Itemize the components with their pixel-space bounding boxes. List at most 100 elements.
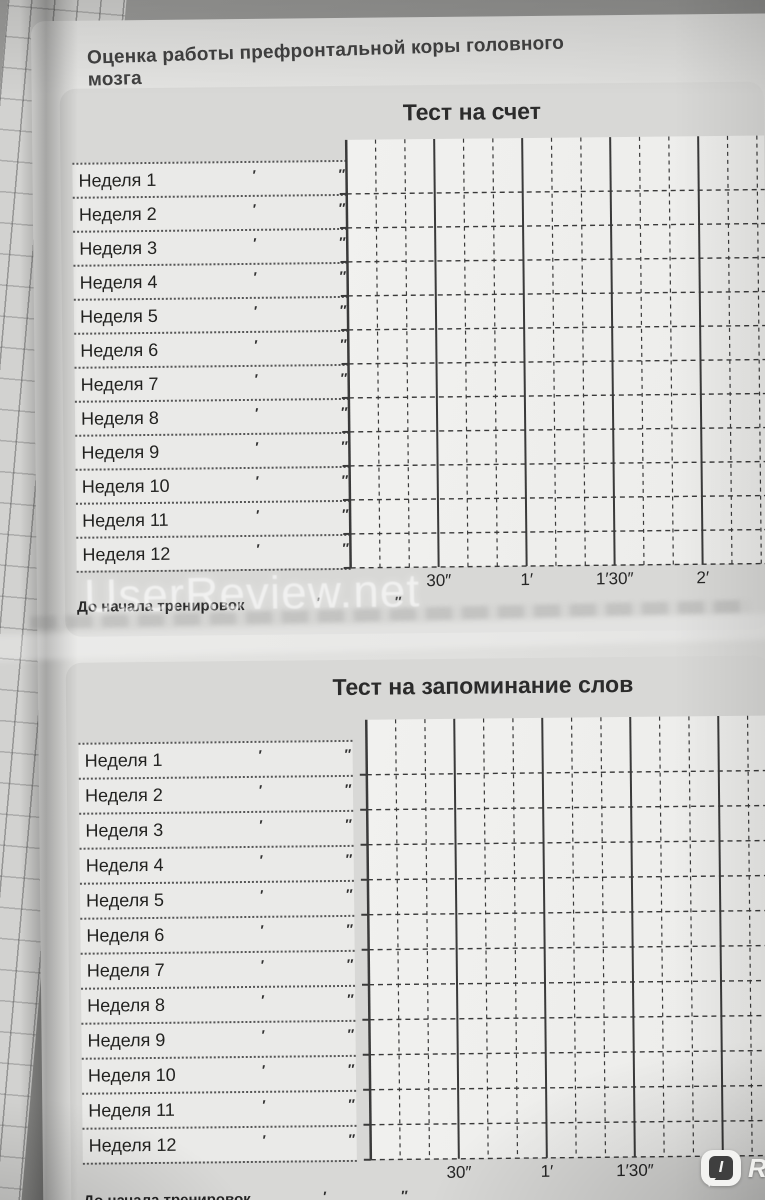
week-row: Неделя 10 ′ ″ <box>81 1054 357 1093</box>
seconds-mark: ″ <box>342 539 350 556</box>
minutes-mark: ′ <box>261 1061 266 1078</box>
axis-tick-label: 30″ <box>426 570 452 591</box>
axis-tick-label: 1′ <box>540 1161 554 1181</box>
seconds-mark: ″ <box>340 403 348 420</box>
week-label: Неделя 10 <box>87 1064 176 1086</box>
week-label: Неделя 10 <box>81 475 170 497</box>
minutes-mark: ′ <box>254 370 259 387</box>
week-label: Неделя 1 <box>84 749 163 771</box>
week-row: Неделя 6 ′ ″ <box>74 329 349 367</box>
minutes-mark: ′ <box>253 234 257 251</box>
week-label: Неделя 6 <box>86 924 165 946</box>
week-rows: Неделя 1 ′ ″ Неделя 2 ′ ″ Неделя 3 ′ ″ Неделя 4 ′ ″… <box>72 159 351 573</box>
minutes-mark: ′ <box>262 1131 267 1148</box>
seconds-mark: ″ <box>341 505 349 522</box>
seconds-mark: ″ <box>345 850 353 867</box>
week-row: Неделя 1 ′ ″ <box>72 159 347 197</box>
week-label: Неделя 5 <box>79 305 158 327</box>
minutes-mark: ′ <box>261 1026 265 1043</box>
seconds-mark: ″ <box>339 267 347 284</box>
week-row: Неделя 8 ′ ″ <box>74 397 350 435</box>
week-label: Неделя 9 <box>81 441 160 463</box>
week-row: Неделя 9 ′ ″ <box>81 1019 356 1058</box>
minutes-mark: ′ <box>255 472 260 489</box>
minutes-mark: ′ <box>256 540 260 557</box>
section-counting-test: Тест на счет Неделя 1 ′ ″ Неделя 2 ′ ″ Неделя … <box>59 81 765 637</box>
axis-tick-label: 1′ <box>520 569 534 590</box>
seconds-mark: ″ <box>348 1130 356 1147</box>
seconds-mark: ″ <box>346 920 354 937</box>
axis-tick-label: 1′30″ <box>595 568 634 589</box>
speech-bubble-icon: I <box>701 1150 741 1187</box>
week-label: Неделя 4 <box>79 271 158 293</box>
minutes-mark: ′ <box>260 956 265 973</box>
week-label: Неделя 11 <box>82 509 169 531</box>
week-label: Неделя 11 <box>88 1099 175 1121</box>
week-label: Неделя 9 <box>87 1029 166 1051</box>
seconds-mark: ″ <box>339 301 347 318</box>
chart-grid <box>339 135 765 569</box>
week-row: Неделя 4 ′ ″ <box>73 261 348 299</box>
week-label: Неделя 1 <box>78 169 157 191</box>
minutes-mark: ′ <box>252 200 257 217</box>
week-label: Неделя 12 <box>82 543 171 565</box>
week-row: Неделя 6 ′ ″ <box>80 914 355 953</box>
section-title: Тест на счет <box>402 97 542 126</box>
week-row: Неделя 5 ′ ″ <box>79 879 355 918</box>
minutes-mark: ′ <box>253 302 258 319</box>
minutes-mark: ′ <box>259 816 263 833</box>
seconds-mark: ″ <box>347 1060 355 1077</box>
week-label: Неделя 8 <box>80 407 159 429</box>
seconds-mark: ″ <box>340 335 348 352</box>
seconds-mark: ″ <box>338 199 346 216</box>
chart-grid <box>359 715 765 1161</box>
seconds-mark: ″ <box>401 1187 409 1200</box>
seconds-mark: ″ <box>339 233 347 250</box>
week-label: Неделя 2 <box>78 203 157 225</box>
seconds-mark: ″ <box>348 1095 356 1112</box>
week-label: Неделя 6 <box>80 339 159 361</box>
minutes-mark: ′ <box>254 336 258 353</box>
page-title: Оценка работы префронтальной коры головн… <box>86 32 565 91</box>
book-page: Оценка работы префронтальной коры головн… <box>30 13 765 1200</box>
site-logo: I REC <box>701 1150 765 1187</box>
week-row: Неделя 11 ′ ″ <box>75 499 351 537</box>
week-row: Неделя 8 ′ ″ <box>81 984 356 1023</box>
axis-tick-label: 30″ <box>446 1162 472 1182</box>
week-row: Неделя 12 ′ ″ <box>82 1124 357 1163</box>
seconds-mark: ″ <box>344 780 352 797</box>
week-row: Неделя 2 ′ ″ <box>72 193 348 231</box>
book-spine-shadow <box>20 0 78 1200</box>
week-row: Неделя 2 ′ ″ <box>78 774 354 813</box>
section-title: Тест на запоминание слов <box>332 670 634 701</box>
seconds-mark: ″ <box>347 990 354 1007</box>
minutes-mark: ′ <box>253 268 258 285</box>
logo-letter-icon: I <box>709 1156 733 1180</box>
week-label: Неделя 7 <box>80 373 159 395</box>
seconds-mark: ″ <box>345 885 353 902</box>
week-row: Неделя 7 ′ ″ <box>74 363 349 401</box>
seconds-mark: ″ <box>338 165 346 182</box>
week-rows: Неделя 1 ′ ″ Неделя 2 ′ ″ Неделя 3 ′ ″ Неделя 4 ′ ″… <box>78 739 357 1165</box>
week-label: Неделя 4 <box>85 854 164 876</box>
week-label: Неделя 2 <box>84 784 163 806</box>
week-row: Неделя 7 ′ ″ <box>80 949 356 988</box>
axis-tick-label: 1′30″ <box>616 1160 654 1181</box>
section-word-memorization-test: Тест на запоминание слов Неделя 1 ′ ″ Недел… <box>65 655 765 1200</box>
week-row: Неделя 4 ′ ″ <box>79 844 354 883</box>
week-label: Неделя 7 <box>86 959 165 981</box>
minutes-mark: ′ <box>255 438 259 455</box>
seconds-mark: ″ <box>340 369 348 386</box>
minutes-mark: ′ <box>254 404 259 421</box>
minutes-mark: ′ <box>259 886 264 903</box>
minutes-mark: ′ <box>258 781 263 798</box>
baseline-label: До начала тренировок <box>83 1191 251 1200</box>
week-row: Неделя 5 ′ ″ <box>73 295 349 333</box>
week-label: Неделя 3 <box>79 237 158 259</box>
seconds-mark: ″ <box>347 1025 355 1042</box>
week-row: Неделя 3 ′ ″ <box>79 809 354 848</box>
week-label: Неделя 5 <box>86 889 165 911</box>
seconds-mark: ″ <box>346 955 354 972</box>
week-row: Неделя 1 ′ ″ <box>78 739 353 778</box>
